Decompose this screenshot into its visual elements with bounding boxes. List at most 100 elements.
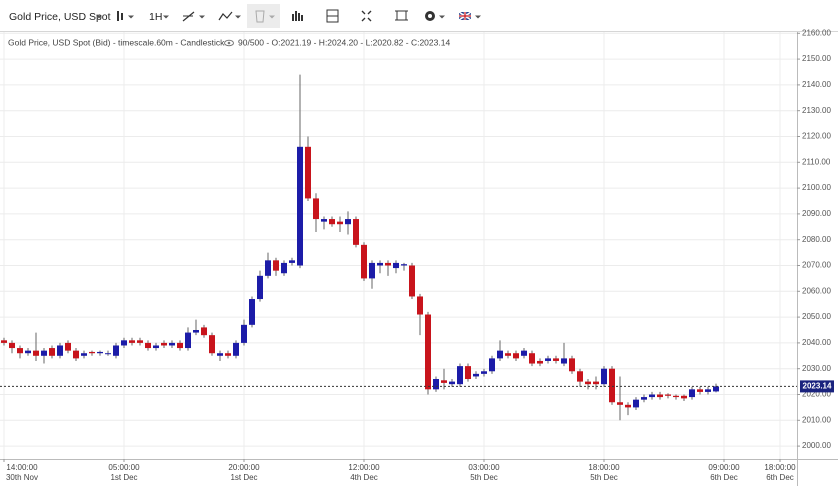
candle-body — [17, 348, 23, 354]
axes: 2000.00 2010.00 2020.00 2030.00 2040.00 2050.… — [3, 28, 834, 482]
y-tick-label: 2140.00 — [802, 80, 831, 89]
icon — [361, 10, 372, 22]
candle-body — [585, 381, 591, 385]
x-tick-label: 18:00:00 — [588, 463, 620, 472]
icon — [301, 15, 303, 21]
y-tick-label: 2000.00 — [802, 441, 831, 450]
candle-body — [449, 381, 455, 385]
candle-body — [169, 342, 175, 346]
candle-body — [73, 350, 79, 359]
candle-body — [81, 353, 87, 356]
candle-body — [305, 146, 311, 199]
dropdown-arrow[interactable] — [163, 15, 169, 19]
y-tick-label: 2030.00 — [802, 364, 831, 373]
candle-body — [513, 353, 519, 359]
candle-body — [265, 260, 271, 276]
language-button[interactable] — [458, 11, 481, 21]
candle-body — [241, 324, 247, 343]
candle-body — [657, 394, 663, 398]
y-tick-label: 2020.00 — [802, 390, 831, 399]
candle-body — [41, 350, 47, 356]
candle-body — [177, 342, 183, 349]
fullscreen-button[interactable] — [361, 10, 372, 22]
candle-body — [233, 342, 239, 356]
chart-title: Gold Price, USD Spot (Bid) - timescale.6… — [8, 37, 225, 47]
candle-body — [377, 262, 383, 266]
icon — [224, 39, 234, 47]
x-tick-date: 30th Nov — [6, 473, 38, 482]
draw-line-button[interactable] — [182, 11, 205, 22]
interval-selector[interactable]: 1H — [149, 11, 162, 23]
candle-body — [89, 351, 95, 354]
x-tick-date: 5th Dec — [470, 473, 498, 482]
candle-body — [625, 404, 631, 408]
candle-body — [481, 371, 487, 374]
dropdown-arrow — [475, 15, 481, 19]
candle-body — [225, 353, 231, 356]
settings-button[interactable] — [425, 11, 445, 21]
candle-body — [129, 340, 135, 343]
toolbar: Gold Price, USD Spot 1H — [0, 0, 838, 32]
icon — [295, 11, 297, 21]
crosshair-button[interactable] — [395, 10, 408, 21]
candle-body — [249, 299, 255, 325]
visibility-icon[interactable] — [224, 39, 234, 47]
candle-body — [641, 397, 647, 400]
candle-body — [569, 358, 575, 372]
y-tick-label: 2080.00 — [802, 235, 831, 244]
layout-button[interactable] — [326, 9, 339, 23]
candle-body — [593, 381, 599, 385]
candle-body — [473, 373, 479, 377]
x-tick-label: 20:00:00 — [228, 463, 260, 472]
candle-body — [521, 350, 527, 356]
y-tick-label: 2070.00 — [802, 261, 831, 270]
x-tick-label: 14:00:00 — [6, 463, 38, 472]
candle-body — [425, 314, 431, 390]
candle-body — [273, 260, 279, 271]
candle-body — [121, 340, 127, 346]
candle-body — [673, 395, 679, 398]
x-tick-label: 09:00:00 — [708, 463, 740, 472]
icon — [298, 13, 300, 21]
candle-body — [33, 350, 39, 356]
grid — [0, 32, 797, 459]
candle-body — [553, 358, 559, 361]
candle-body — [329, 219, 335, 225]
candle-body — [601, 368, 607, 385]
icon — [121, 13, 123, 20]
y-tick-label: 2060.00 — [802, 286, 831, 295]
candle-body — [25, 350, 31, 354]
candle-body — [409, 265, 415, 297]
candle-body — [441, 380, 447, 383]
ohlc-status: 90/500 - O:2021.19 - H:2024.20 - L:2020.… — [238, 37, 450, 47]
candle-body — [321, 219, 327, 222]
candle-body — [545, 358, 551, 361]
candle-body — [681, 395, 687, 399]
candle-body — [369, 262, 375, 279]
candle-body — [257, 275, 263, 300]
y-tick-label: 2090.00 — [802, 209, 831, 218]
indicator-button[interactable] — [218, 11, 241, 21]
candle-body — [537, 360, 543, 364]
icon — [227, 41, 231, 45]
icon — [218, 11, 233, 21]
dropdown-arrow[interactable] — [96, 15, 102, 19]
volume-button[interactable] — [292, 11, 303, 21]
chart-type-button[interactable] — [117, 11, 134, 21]
x-tick-date: 5th Dec — [590, 473, 618, 482]
candle-body — [345, 219, 351, 225]
candle-body — [433, 379, 439, 390]
dropdown-arrow — [128, 15, 134, 19]
plot — [0, 74, 797, 421]
candle-body — [161, 342, 167, 346]
candle-body — [9, 342, 15, 349]
candle-body — [529, 353, 535, 364]
dropdown-arrow — [439, 15, 445, 19]
y-tick-label: 2150.00 — [802, 54, 831, 63]
candle-body — [665, 394, 671, 396]
symbol-selector[interactable]: Gold Price, USD Spot — [9, 11, 111, 23]
candle-body — [617, 402, 623, 405]
x-tick-date: 6th Dec — [710, 473, 738, 482]
x-tick-date: 4th Dec — [350, 473, 378, 482]
